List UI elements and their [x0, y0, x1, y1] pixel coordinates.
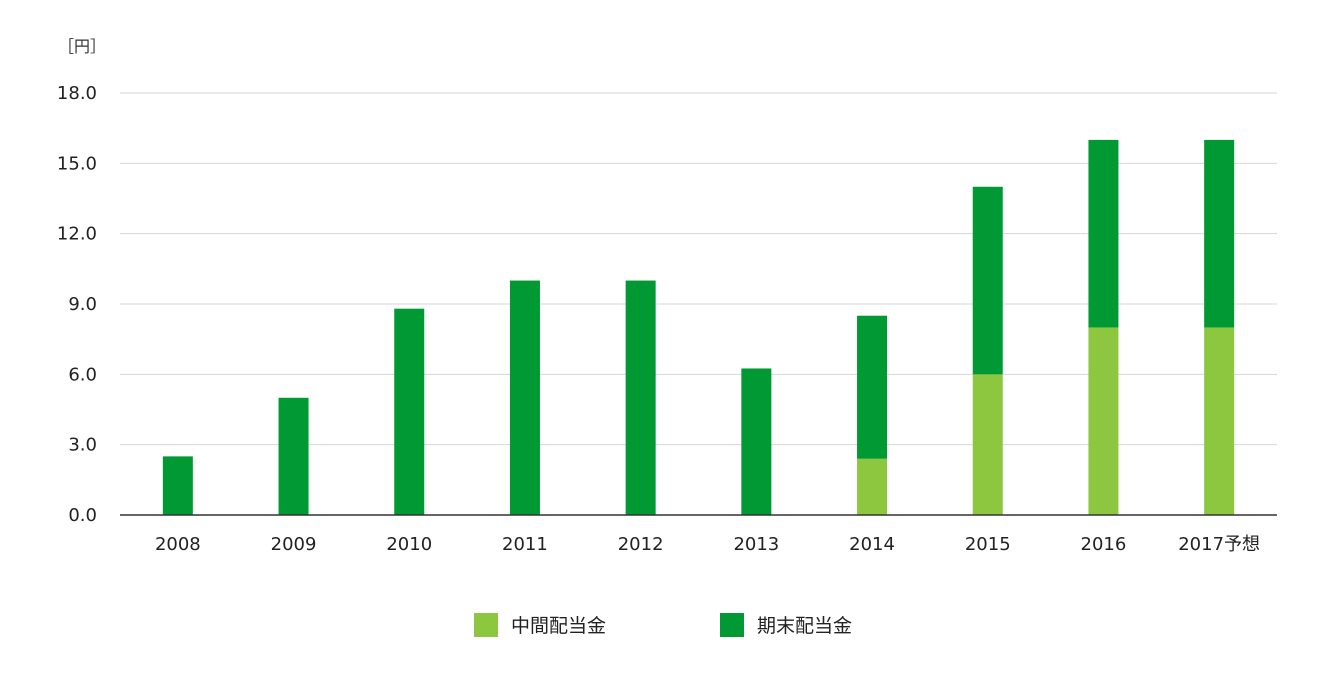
x-tick-label: 2008	[155, 534, 201, 555]
x-tick-label: 2017予想	[1178, 534, 1260, 555]
y-tick-label: 18.0	[57, 83, 97, 104]
x-tick-label: 2014	[849, 534, 895, 555]
legend-swatch	[474, 613, 498, 637]
y-tick-label: 3.0	[68, 435, 97, 456]
bar-2010-series-2	[394, 308, 425, 515]
y-tick-label: 15.0	[57, 153, 97, 174]
bar-2009-series-2	[278, 397, 309, 515]
bar-2012-series-2	[625, 280, 656, 515]
bars	[162, 139, 1235, 515]
y-tick-label: 12.0	[57, 224, 97, 245]
x-tick-label: 2016	[1081, 534, 1127, 555]
bar-2011-series-2	[509, 280, 540, 515]
x-tick-label: 2011	[502, 534, 548, 555]
bar-2008-series-2	[162, 456, 193, 515]
x-tick-label: 2010	[386, 534, 432, 555]
bar-2017予想-series-1	[1204, 327, 1235, 515]
x-tick-label: 2012	[618, 534, 664, 555]
bar-2014-series-1	[857, 458, 888, 515]
y-tick-label: 6.0	[68, 364, 97, 385]
y-tick-label: 9.0	[68, 294, 97, 315]
x-tick-label: 2009	[271, 534, 317, 555]
legend: 中間配当金 期末配当金	[474, 613, 852, 637]
y-tick-label: 0.0	[68, 505, 97, 526]
x-tick-label: 2013	[733, 534, 779, 555]
bar-2014-series-2	[857, 315, 888, 459]
legend-label: 中間配当金	[511, 615, 606, 637]
y-axis-unit-label: ［円］	[58, 37, 106, 56]
x-axis-ticks: 2008 2009 2010 2011 2012 2013 2014 2015 2016 2017…	[155, 534, 1260, 555]
grid-lines	[120, 92, 1277, 446]
y-axis-ticks: 0.0 3.0 6.0 9.0 12.0 15.0 18.0	[57, 83, 97, 526]
legend-swatch	[720, 613, 744, 637]
bar-2015-series-2	[972, 186, 1003, 375]
bar-2013-series-2	[741, 368, 772, 515]
bar-2015-series-1	[972, 374, 1003, 515]
bar-2017予想-series-2	[1204, 139, 1235, 328]
bar-2016-series-2	[1088, 139, 1119, 328]
bar-2016-series-1	[1088, 327, 1119, 515]
x-tick-label: 2015	[965, 534, 1011, 555]
legend-label: 期末配当金	[757, 615, 852, 637]
